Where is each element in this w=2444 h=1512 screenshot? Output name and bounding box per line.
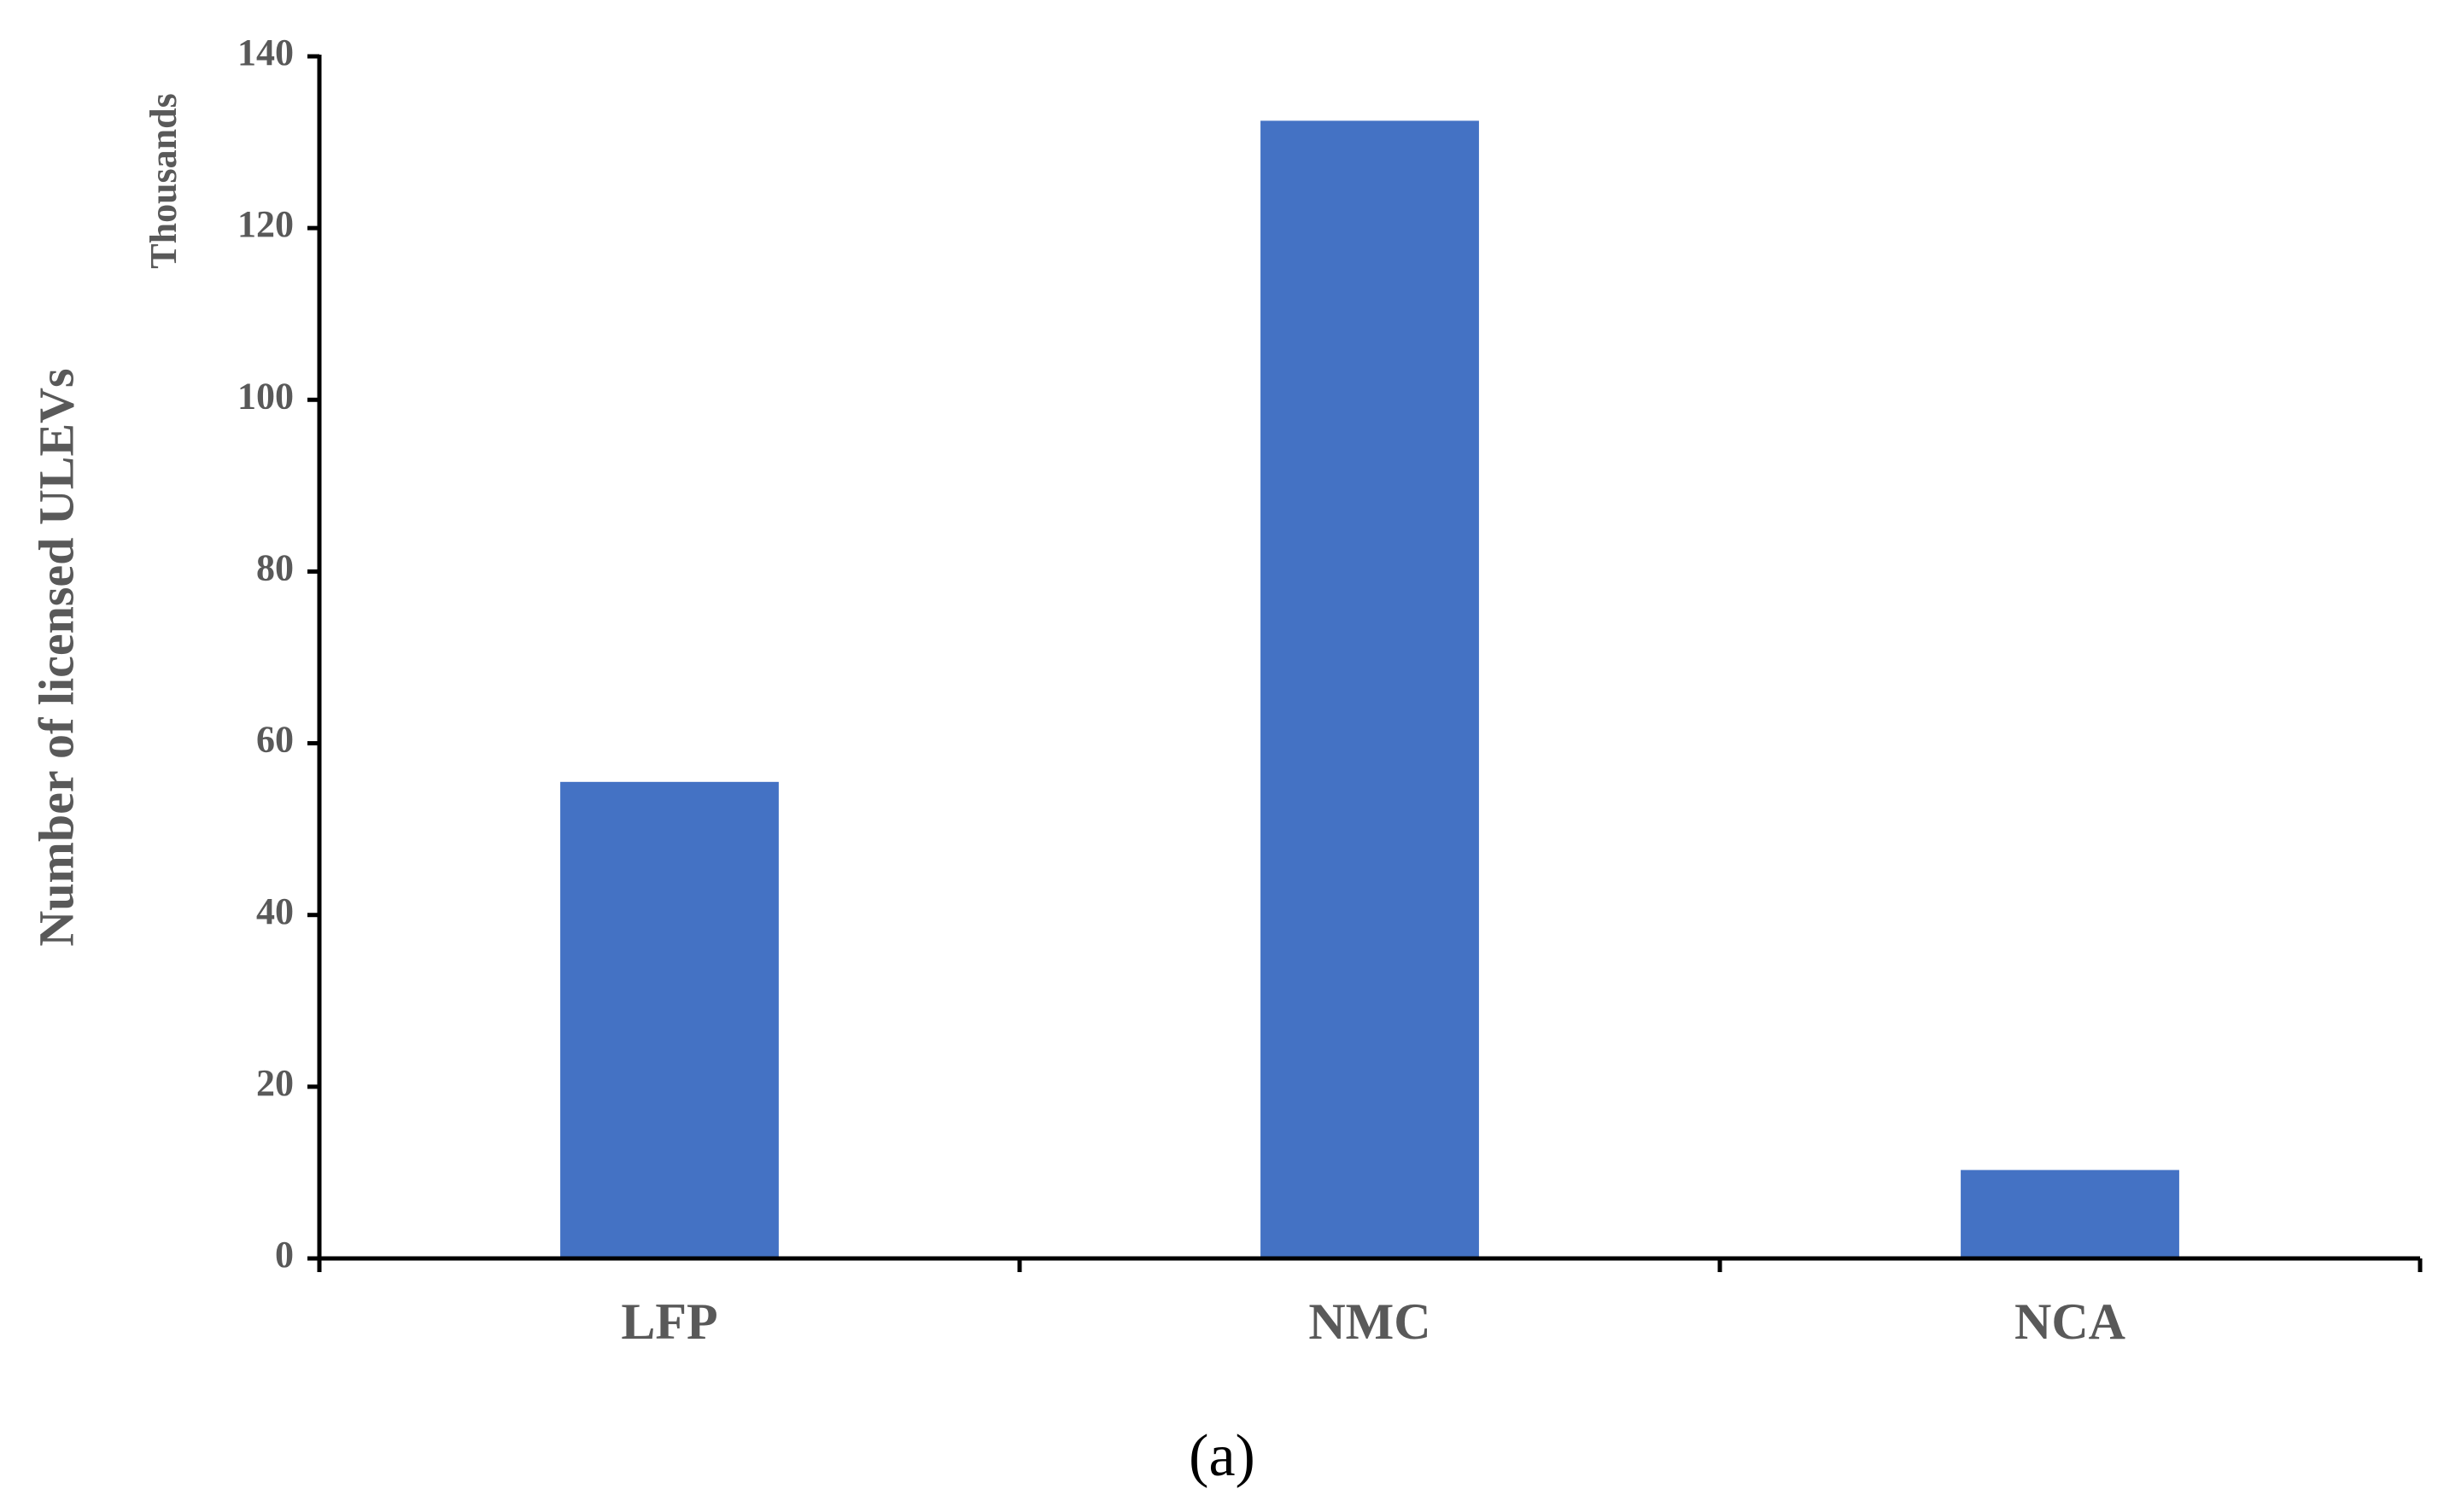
bar	[1961, 1170, 2179, 1258]
bar	[560, 781, 779, 1258]
x-tick-label: NCA	[2014, 1293, 2125, 1350]
y-tick-label: 100	[237, 375, 294, 417]
bar	[1260, 120, 1479, 1258]
x-tick-label: NMC	[1308, 1293, 1430, 1350]
caption: (a)	[1189, 1423, 1255, 1489]
y-tick-label: 140	[237, 32, 294, 73]
y-tick-label: 20	[256, 1062, 294, 1104]
y-tick-label: 40	[256, 890, 294, 932]
y-tick-label: 60	[256, 719, 294, 761]
y-tick-label: 0	[275, 1234, 294, 1276]
y-unit-label: Thousands	[143, 93, 184, 268]
y-axis-label: Number of licensed ULEVs	[28, 368, 84, 946]
y-tick-label: 80	[256, 547, 294, 589]
x-tick-label: LFP	[621, 1293, 717, 1350]
y-tick-label: 120	[237, 203, 294, 245]
